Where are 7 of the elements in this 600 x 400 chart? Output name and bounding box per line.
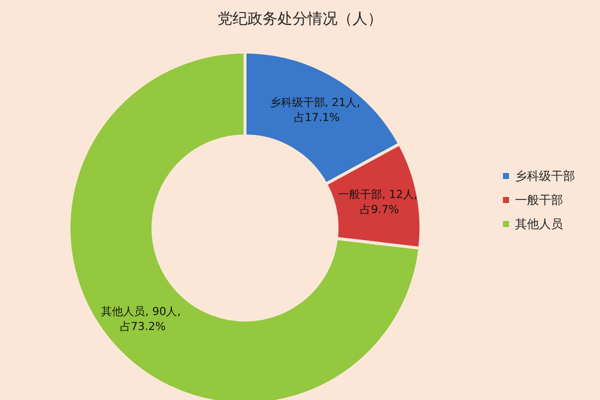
chart-title: 党纪政务处分情况（人） [218, 10, 382, 28]
legend-label: 一般干部 [515, 193, 563, 207]
legend-label: 其他人员 [515, 217, 563, 231]
data-label: 其他人员, 90人, 占73.2% [101, 305, 184, 334]
legend-label: 乡科级干部 [515, 169, 575, 183]
data-label: 一般干部, 12人, 占9.7% [338, 188, 421, 216]
data-label: 乡科级干部, 21人, 占17.1% [270, 96, 360, 124]
